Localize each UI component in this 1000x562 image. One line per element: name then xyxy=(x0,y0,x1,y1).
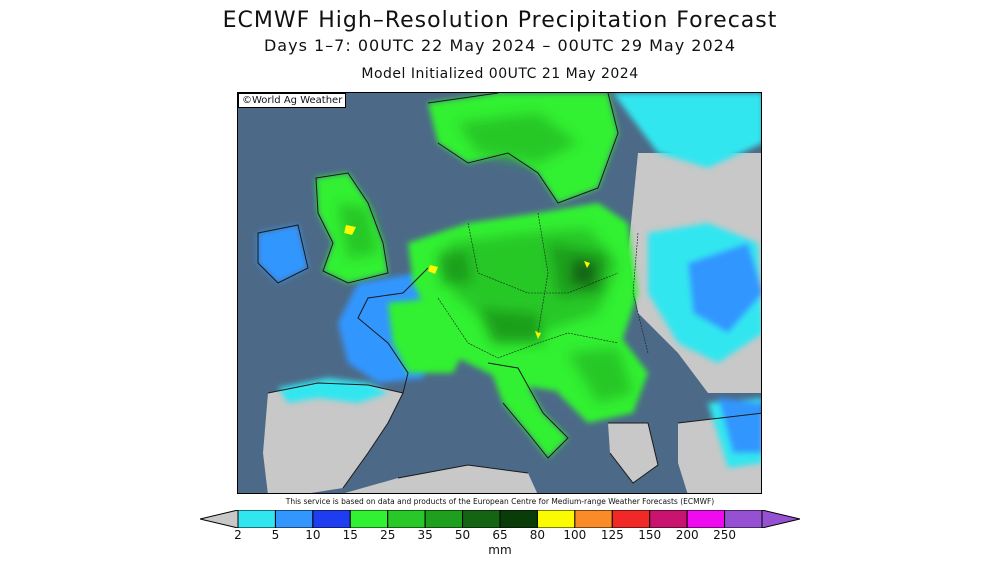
colorbar-segment xyxy=(686,510,726,528)
coastlines xyxy=(257,93,761,489)
precip-extreme xyxy=(344,225,590,339)
precipitation-map xyxy=(237,92,762,494)
colorbar-segment xyxy=(349,510,389,528)
colorbar-tick-label: 65 xyxy=(492,528,508,542)
colorbar-tick-label: 15 xyxy=(342,528,358,542)
europe-map xyxy=(238,93,761,493)
ecmwf-disclaimer: This service is based on data and produc… xyxy=(285,497,715,506)
colorbar-tick-label: 25 xyxy=(380,528,396,542)
colorbar-segment xyxy=(499,510,538,528)
colorbar-tick-label: 250 xyxy=(713,528,737,542)
country-borders xyxy=(437,212,649,359)
colorbar-tick-label: 150 xyxy=(638,528,662,542)
colorbar-tick-label: 80 xyxy=(529,528,546,542)
colorbar-tick-label: 125 xyxy=(600,528,624,542)
colorbar-segment xyxy=(724,510,763,528)
colorbar-segment xyxy=(462,510,501,528)
colorbar-tick-label: 35 xyxy=(417,528,433,542)
colorbar-segment xyxy=(274,510,314,528)
colorbar-segment xyxy=(574,510,613,528)
copyright-label: ©World Ag Weather xyxy=(238,93,347,108)
model-initialized: Model Initialized 00UTC 21 May 2024 xyxy=(361,66,639,82)
colorbar-tick-label: 10 xyxy=(305,528,321,542)
colorbar-segment xyxy=(424,510,464,528)
map-title: ECMWF High–Resolution Precipitation Fore… xyxy=(222,8,778,33)
colorbar-segment xyxy=(649,510,688,528)
precip-heavy xyxy=(338,113,633,403)
colorbar-arrow-left xyxy=(200,510,239,528)
precipitation-colorbar xyxy=(200,510,800,528)
colorbar-tick-label: 5 xyxy=(271,528,280,542)
forecast-period: Days 1–7: 00UTC 22 May 2024 – 00UTC 29 M… xyxy=(263,36,736,55)
colorbar-segment xyxy=(387,510,426,528)
colorbar-tick-label: 2 xyxy=(234,528,242,542)
legend-unit: mm xyxy=(488,543,512,557)
colorbar-arrow-right xyxy=(761,510,800,528)
colorbar-segment xyxy=(312,510,351,528)
colorbar-segment xyxy=(536,510,576,528)
colorbar-segment xyxy=(237,510,276,528)
colorbar-tick-label: 50 xyxy=(454,528,471,542)
colorbar-segment xyxy=(611,510,651,528)
colorbar-tick-label: 100 xyxy=(563,528,587,542)
colorbar-tick-label: 200 xyxy=(675,528,699,542)
